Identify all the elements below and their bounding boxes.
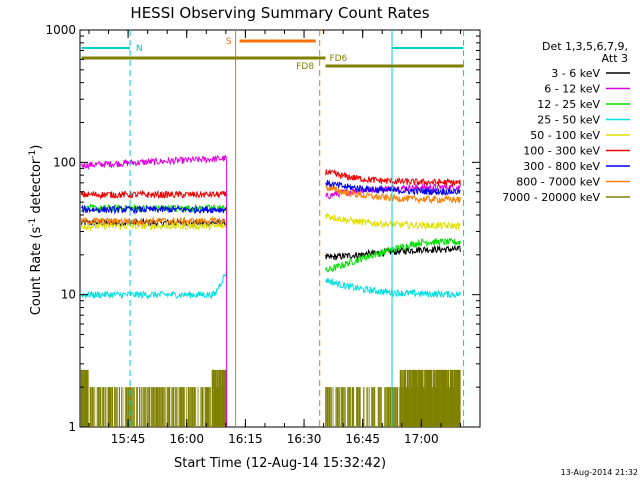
legend-label: 800 - 7000 keV (516, 176, 600, 189)
legend-label: 50 - 100 keV (530, 129, 600, 142)
legend: Det 1,3,5,6,7,9,Att 33 - 6 keV 6 - 12 keV… (502, 40, 630, 204)
series-line (325, 168, 461, 187)
legend-label: 6 - 12 keV (544, 83, 600, 96)
series-line (81, 221, 228, 232)
series-7000-20000-kev (80, 369, 461, 427)
plot-frame (79, 29, 481, 428)
y-axis-label: Count Rate (s-1 detector-1) (28, 145, 44, 316)
event-label: FD8 (296, 62, 314, 72)
x-tick-label: 17:00 (404, 432, 439, 446)
series-line (81, 204, 228, 215)
series-12-25-kev (80, 203, 461, 273)
y-label-part3: ) (29, 145, 44, 150)
legend-label: 3 - 6 keV (551, 67, 600, 80)
series-25-50-kev (80, 269, 461, 300)
y-label-exp2: -1 (28, 150, 38, 159)
series-100-300-kev (80, 168, 461, 200)
legend-header: Att 3 (602, 52, 628, 65)
legend-label: 300 - 800 keV (523, 160, 600, 173)
y-label-part1: Count Rate (s (29, 227, 44, 316)
series-800-7000-kev (80, 184, 461, 227)
x-tick-label: 16:45 (345, 432, 380, 446)
data-layer (80, 154, 461, 427)
series-line (80, 154, 228, 170)
series-line (325, 184, 461, 205)
y-tick-label: 1 (68, 420, 76, 434)
legend-label: 7000 - 20000 keV (502, 191, 600, 204)
x-axis-label: Start Time (12-Aug-14 15:32:42) (174, 456, 386, 471)
legend-label: 25 - 50 keV (537, 114, 600, 127)
y-tick-label: 100 (53, 155, 76, 169)
series-line (80, 269, 228, 300)
series-50-100-kev (81, 212, 461, 232)
series-line (325, 277, 461, 299)
legend-header: Det 1,3,5,6,7,9, (542, 40, 628, 53)
legend-label: 12 - 25 keV (537, 98, 600, 111)
y-tick-label: 10 (61, 288, 76, 302)
y-tick-label: 1000 (45, 23, 76, 37)
series-line (325, 244, 461, 261)
timestamp: 13-Aug-2014 21:32 (561, 468, 638, 477)
annotation-layer: N S FD6 FD8 (81, 30, 465, 427)
chart-title: HESSI Observing Summary Count Rates (130, 4, 429, 22)
axis-layer: 15:45 16:00 16:15 16:30 16:45 17:00 1 10 100 1000 (45, 23, 481, 446)
event-label: N (136, 44, 143, 54)
series-300-800-kev (81, 180, 461, 215)
event-label: FD6 (329, 54, 347, 64)
x-tick-label: 16:15 (228, 432, 263, 446)
series-line (80, 215, 228, 227)
y-label-part2: detector (29, 158, 44, 218)
y-label-exp1: -1 (28, 218, 38, 227)
x-tick-label: 15:45 (111, 432, 146, 446)
series-line (325, 212, 461, 231)
series-line (325, 180, 461, 196)
series-line (80, 189, 228, 200)
series-line (325, 237, 461, 273)
x-tick-label: 16:30 (287, 432, 322, 446)
x-tick-label: 16:00 (169, 432, 204, 446)
event-label: S (226, 37, 232, 47)
legend-label: 100 - 300 keV (523, 145, 600, 158)
